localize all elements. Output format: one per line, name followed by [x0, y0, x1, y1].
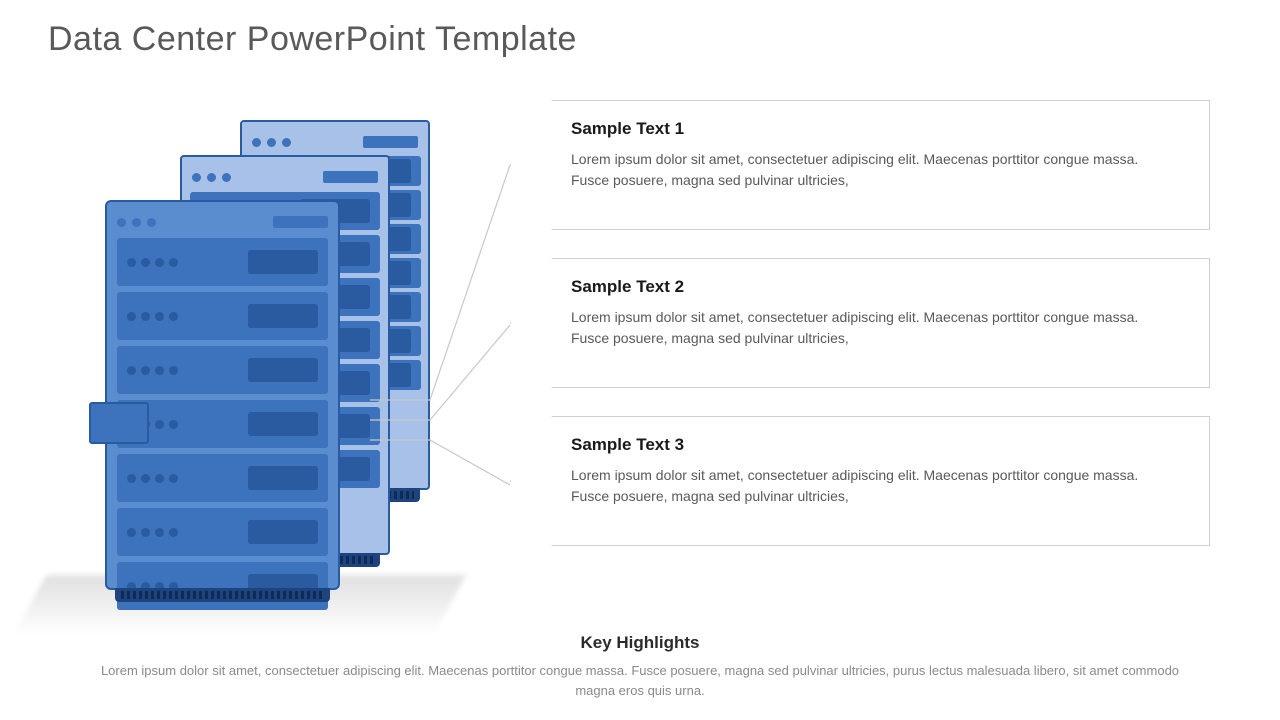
page-title: Data Center PowerPoint Template	[48, 20, 577, 59]
callout-2-heading: Sample Text 2	[571, 277, 1179, 297]
callout-2-body: Lorem ipsum dolor sit amet, consectetuer…	[571, 307, 1179, 349]
server-rack-1	[105, 200, 340, 590]
callout-3-heading: Sample Text 3	[571, 435, 1179, 455]
callout-1-heading: Sample Text 1	[571, 119, 1179, 139]
footer-heading: Key Highlights	[0, 633, 1280, 653]
callout-list: Sample Text 1 Lorem ipsum dolor sit amet…	[510, 100, 1230, 574]
main-content: Sample Text 1 Lorem ipsum dolor sit amet…	[0, 100, 1280, 620]
callout-1-body: Lorem ipsum dolor sit amet, consectetuer…	[571, 149, 1179, 191]
server-illustration	[80, 120, 460, 600]
server-tray-icon	[89, 402, 149, 444]
footer: Key Highlights Lorem ipsum dolor sit ame…	[0, 633, 1280, 700]
callout-3-body: Lorem ipsum dolor sit amet, consectetuer…	[571, 465, 1179, 507]
footer-body: Lorem ipsum dolor sit amet, consectetuer…	[90, 661, 1190, 700]
callout-1: Sample Text 1 Lorem ipsum dolor sit amet…	[510, 100, 1210, 230]
callout-2: Sample Text 2 Lorem ipsum dolor sit amet…	[510, 258, 1210, 388]
callout-3: Sample Text 3 Lorem ipsum dolor sit amet…	[510, 416, 1210, 546]
